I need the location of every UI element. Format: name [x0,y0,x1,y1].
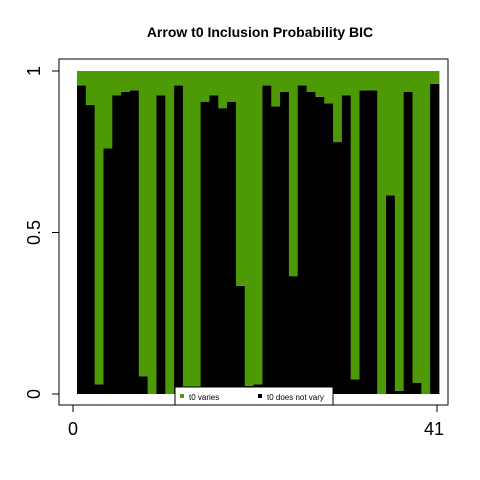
bar-not-vary-17 [218,108,228,394]
bar-varies-22 [262,71,272,86]
bar-not-vary-23 [271,106,281,394]
bar-not-vary-28 [315,96,325,394]
bar-varies-24 [280,71,290,92]
bar-not-vary-41 [430,83,440,395]
bar-varies-2 [85,71,96,105]
bar-varies-20 [244,71,254,386]
bar-not-vary-7 [129,90,140,394]
bar-not-vary-16 [209,95,219,394]
bar-varies-21 [253,71,263,385]
legend-swatch-t0-does-not-vary [258,394,262,398]
bar-varies-12 [174,71,184,86]
bar-not-vary-31 [341,95,352,394]
bars-group [77,71,440,395]
legend-box [174,386,334,406]
legend-label-t0-varies: t0 varies [189,393,219,402]
bar-not-vary-15 [200,101,210,394]
bar-not-vary-4 [103,148,113,394]
bar-not-vary-38 [403,92,413,394]
bar-not-vary-8 [138,376,149,395]
bar-not-vary-26 [297,85,307,394]
bar-varies-3 [94,71,104,385]
bar-varies-16 [209,71,219,96]
legend-label-t0-does-not-vary: t0 does not vary [267,393,324,402]
bar-varies-39 [412,71,422,383]
bar-varies-6 [121,71,131,92]
bar-varies-34 [368,71,378,91]
bar-varies-40 [421,71,431,394]
x-tick-label-0: 0 [68,419,78,439]
bar-not-vary-27 [306,92,316,394]
bar-varies-29 [324,71,334,104]
legend-swatch-t0-varies [180,394,184,398]
bar-varies-31 [341,71,352,96]
legend: t0 varies t0 does not vary [174,386,334,406]
bar-not-vary-6 [121,92,131,394]
bar-varies-8 [138,71,149,377]
bar-varies-1 [77,71,87,86]
bar-varies-26 [297,71,307,86]
bar-varies-36 [386,71,396,196]
chart-title: Arrow t0 Inclusion Probability BIC [147,24,373,40]
bar-varies-32 [350,71,360,380]
y-tick-label-0: 0 [24,389,44,399]
bar-varies-33 [359,71,369,91]
bar-varies-27 [306,71,316,92]
bar-not-vary-37 [394,390,405,394]
bar-not-vary-12 [174,85,184,394]
bar-varies-14 [191,71,202,394]
bar-not-vary-10 [156,95,166,394]
bar-not-vary-29 [324,103,334,395]
bar-not-vary-24 [280,92,290,394]
bar-not-vary-33 [359,90,369,394]
bar-not-vary-34 [368,90,378,394]
bar-not-vary-22 [262,85,272,394]
bar-varies-19 [235,71,246,286]
bar-varies-30 [333,71,343,143]
x-tick-label-41: 41 [424,419,444,439]
bar-varies-41 [430,71,440,84]
bar-not-vary-32 [350,379,360,394]
bar-not-vary-2 [85,104,96,395]
bar-not-vary-25 [288,276,299,394]
bar-varies-11 [165,71,175,394]
bar-varies-10 [156,71,166,96]
bar-not-vary-3 [94,384,104,394]
bar-not-vary-1 [77,85,87,394]
bar-varies-23 [271,71,281,107]
bar-varies-5 [112,71,122,96]
bar-varies-15 [200,71,210,102]
y-tick-label-0-5: 0.5 [24,220,44,245]
bar-not-vary-5 [112,95,122,394]
bar-varies-18 [227,71,237,102]
bar-varies-37 [394,71,405,391]
bar-varies-17 [218,71,228,109]
bar-not-vary-19 [235,285,246,394]
bar-varies-38 [403,71,413,92]
bar-varies-35 [377,71,387,394]
bar-varies-28 [315,71,325,97]
bar-varies-25 [288,71,299,277]
bar-varies-13 [182,71,193,394]
bar-varies-9 [147,71,157,394]
bar-not-vary-36 [386,195,396,394]
y-tick-label-1: 1 [24,66,44,76]
bar-varies-4 [103,71,113,149]
bar-not-vary-39 [412,382,422,394]
bar-not-vary-18 [227,101,237,394]
bar-not-vary-30 [333,142,343,394]
bar-varies-7 [129,71,140,91]
